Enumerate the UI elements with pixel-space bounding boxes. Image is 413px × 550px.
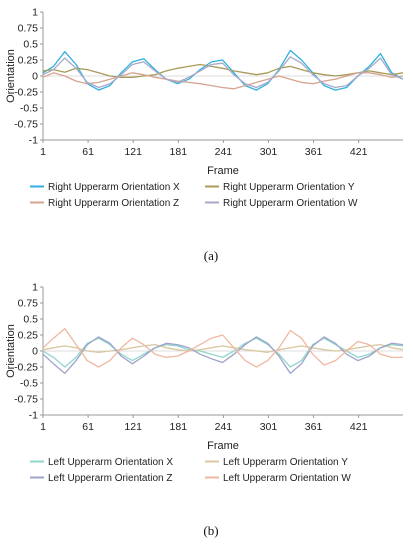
y-tick-label: 0.25 [18,55,39,67]
y-tick-label: -0.75 [14,394,38,406]
x-tick-label: 241 [215,146,233,158]
figure-caption: (a) [204,248,218,263]
x-tick-label: 421 [350,146,368,158]
series-line-left-upperarm-orientation-z [42,336,404,375]
y-tick-label: -1 [29,135,38,147]
y-tick-label: -0.5 [20,378,38,390]
x-tick-label: 61 [82,421,94,433]
x-tick-label: 301 [260,146,278,158]
series-line-right-upperarm-orientation-x [42,49,404,91]
legend-label: Left Upperarm Orientation W [223,473,351,484]
x-tick-label: 361 [305,421,323,433]
x-tick-label: 121 [124,421,142,433]
y-tick-label: 1 [32,7,38,19]
y-tick-label: -0.25 [14,362,38,374]
x-tick-label: 421 [350,421,368,433]
legend-label: Right Upperarm Orientation Z [48,198,179,209]
y-tick-label: 0 [32,346,38,358]
series-line-right-upperarm-orientation-z [42,72,404,90]
x-tick-label: 301 [260,421,278,433]
x-tick-label: 361 [305,146,323,158]
chart-b: 10.750.50.250-0.25-0.5-0.75-11 61 121 181 24… [5,282,404,538]
y-tick-label: 0.75 [18,23,39,35]
y-tick-label: 0.25 [18,330,39,342]
series-line-right-upperarm-orientation-w [42,56,404,89]
x-tick-label: 61 [82,146,94,158]
y-tick-label: 0.5 [23,314,38,326]
y-tick-label: 0.75 [18,298,39,310]
legend-label: Left Upperarm Orientation Z [48,473,173,484]
legend-label: Right Upperarm Orientation W [223,198,358,209]
x-tick-label: 241 [215,421,233,433]
y-tick-label: -0.5 [20,103,38,115]
legend-label: Right Upperarm Orientation Y [223,182,355,193]
y-tick-label: 1 [32,282,38,294]
x-axis-title: Frame [207,440,239,452]
y-tick-label: -0.75 [14,119,38,131]
legend-label: Right Upperarm Orientation X [48,182,180,193]
figure-caption: (b) [203,523,218,538]
series-line-left-upperarm-orientation-w [42,327,403,368]
x-axis-title: Frame [207,165,239,177]
y-tick-label: -0.25 [14,87,38,99]
legend-label: Left Upperarm Orientation X [48,457,173,468]
y-tick-label: 0.5 [23,39,38,51]
x-tick-label: 121 [124,146,142,158]
y-tick-label: -1 [29,410,38,422]
chart-a: 10.750.50.250-0.25-0.5-0.75-11 61 121 181 24… [5,7,404,263]
x-tick-label: 1 [40,146,46,158]
x-tick-label: 1 [40,421,46,433]
y-axis-title: Orientation [5,324,17,378]
y-tick-label: 0 [32,71,38,83]
legend-label: Left Upperarm Orientation Y [223,457,348,468]
x-tick-label: 181 [170,421,188,433]
series-line-left-upperarm-orientation-x [42,337,404,368]
series-line-right-upperarm-orientation-y [42,63,404,78]
y-axis-title: Orientation [5,49,17,103]
x-tick-label: 181 [170,146,188,158]
